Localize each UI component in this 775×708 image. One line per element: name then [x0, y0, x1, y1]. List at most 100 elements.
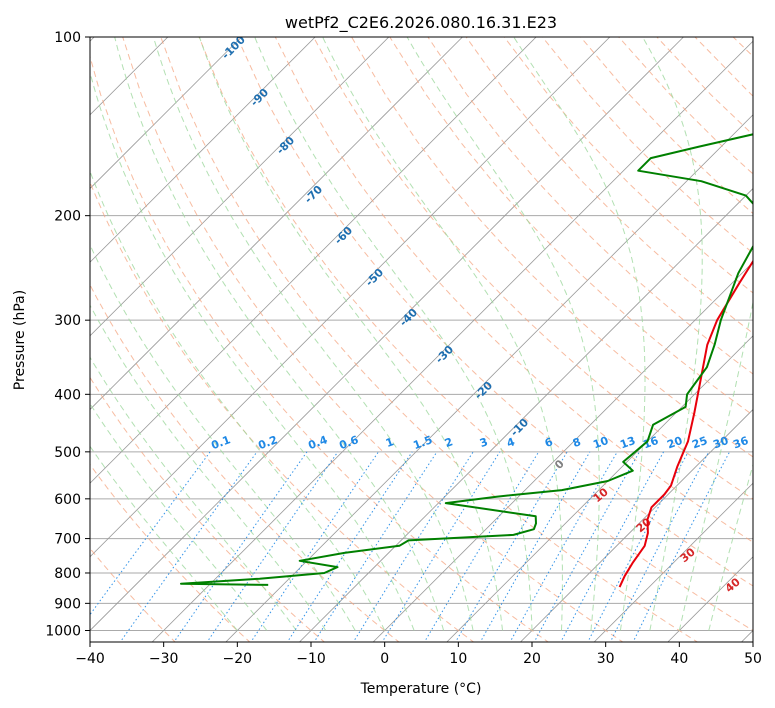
dry-adiabat-line — [198, 37, 753, 632]
isotherm-line — [90, 37, 537, 484]
mixing-ratio-line — [560, 451, 665, 642]
y-tick-label: 500 — [54, 445, 81, 461]
moist-adiabat-line — [90, 356, 297, 631]
moist-adiabat-line — [90, 70, 415, 631]
moist-adiabat-label: 10 — [591, 485, 611, 505]
x-tick-label: −30 — [149, 651, 179, 667]
isotherm-line — [90, 37, 684, 632]
isotherm-line — [90, 37, 463, 411]
isotherm-line — [225, 114, 753, 642]
mixing-ratio-label: 16 — [641, 434, 660, 452]
mixing-ratio-label: 10 — [591, 434, 610, 452]
mixing-ratio-line — [587, 451, 689, 642]
x-tick-label: 50 — [744, 651, 762, 667]
x-tick-label: 0 — [380, 651, 389, 667]
isotherm-label: -40 — [397, 306, 420, 329]
isotherm-label: -30 — [433, 343, 456, 366]
moist-adiabat-line — [90, 304, 327, 631]
moist-adiabat-line — [198, 37, 503, 631]
mixing-ratio-line — [250, 451, 379, 642]
x-tick-label: 30 — [597, 651, 615, 667]
mixing-ratio-label: 1.5 — [411, 433, 434, 452]
mixing-ratio-line — [173, 451, 308, 642]
moist-adiabat-line — [114, 37, 445, 631]
moist-adiabat-line — [322, 37, 563, 631]
mixing-ratio-line — [206, 451, 339, 642]
dry-adiabat-line — [771, 37, 775, 643]
plot-frame — [89, 36, 754, 643]
x-tick-label: −20 — [223, 651, 253, 667]
moist-adiabat-line — [90, 243, 356, 631]
isotherm-line — [90, 37, 316, 263]
isotherm-label-zero: 0 — [552, 457, 567, 472]
isotherm-label: -20 — [472, 379, 495, 402]
y-tick-label: 900 — [54, 596, 81, 612]
moist-adiabat-line — [678, 299, 753, 631]
mixing-ratio-labels: 0.1 0.2 0.4 0.6 1 1.5 2 3 4 6 8 10 13 16 20 25 30 36 — [209, 433, 750, 452]
mixing-ratio-label: 13 — [618, 434, 637, 451]
mixing-ratio-label: 8 — [571, 435, 583, 450]
dry-adiabat-line — [351, 37, 753, 458]
isotherm-line — [519, 408, 753, 642]
mixing-ratio-label: 1 — [384, 435, 396, 450]
y-tick-label: 400 — [54, 387, 81, 403]
mixing-ratio-line — [119, 451, 258, 642]
y-tick-label: 1000 — [45, 624, 81, 640]
dry-adiabat-line — [90, 463, 251, 642]
y-tick-label: 100 — [54, 30, 81, 46]
y-tick-label: 700 — [54, 532, 81, 548]
y-tick-label: 300 — [54, 313, 81, 329]
moist-adiabat-line — [90, 445, 238, 631]
dry-adiabat-line — [90, 376, 326, 642]
mixing-ratio-line — [352, 451, 474, 642]
background-lines — [90, 37, 775, 643]
mixing-ratio-label: 0.4 — [306, 433, 329, 452]
moist-adiabat-label: 40 — [723, 575, 743, 595]
dry-adiabat-line — [90, 181, 475, 642]
dry-adiabat-line — [313, 37, 753, 500]
isotherm-line — [372, 261, 753, 642]
mixing-ratio-label: 0.6 — [337, 433, 360, 452]
mixing-ratio-line — [509, 451, 618, 642]
moist-adiabat-line — [152, 37, 474, 631]
dry-adiabat-line — [90, 283, 400, 642]
isotherm-line — [90, 37, 242, 190]
mixing-ratio-line — [423, 451, 540, 642]
isotherm-line — [90, 37, 611, 558]
dry-adiabat-line — [160, 37, 699, 642]
x-tick-label: −10 — [296, 651, 326, 667]
isotherm-label: -70 — [302, 183, 325, 206]
isotherm-label: -60 — [332, 224, 355, 247]
y-axis-label: Pressure (hPa) — [12, 290, 28, 390]
mixing-ratio-line — [90, 451, 211, 616]
mixing-ratio-line — [286, 451, 413, 642]
dry-adiabat-line — [274, 37, 753, 543]
x-tick-label: −40 — [75, 651, 105, 667]
mixing-ratio-label: 30 — [711, 434, 730, 452]
dry-adiabat-line — [236, 37, 753, 587]
mixing-ratio-label: 0.1 — [209, 433, 232, 452]
moist-adiabat-line — [406, 37, 600, 631]
mixing-ratio-line — [533, 451, 640, 642]
mixing-ratio-label: 20 — [665, 434, 684, 452]
x-tick-label: 10 — [449, 651, 467, 667]
isotherm-line — [90, 37, 390, 337]
x-axis-ticks: −40 −30 −20 −10 0 10 20 30 40 50 — [75, 642, 762, 667]
y-axis-ticks: 100 200 300 400 500 600 700 800 900 1000 — [45, 30, 90, 640]
moist-adiabat-line — [642, 37, 703, 631]
isotherm-label: -50 — [363, 266, 386, 289]
mixing-ratio-line — [313, 451, 438, 642]
dry-adiabat-line — [122, 37, 624, 642]
isotherm-label: -80 — [274, 134, 297, 157]
moist-adiabat-line — [90, 402, 268, 631]
isotherm-line — [151, 40, 753, 642]
mixing-ratio-label: 0.2 — [256, 433, 279, 452]
isotherm-line — [593, 482, 753, 642]
isotherm-labels: -100-90-80-70-60-50-40-30-20-100 — [219, 37, 567, 472]
dry-adiabat-line — [503, 37, 753, 294]
mixing-ratio-label: 2 — [443, 435, 455, 450]
moist-adiabat-line — [90, 169, 386, 631]
profile-lines — [180, 133, 753, 588]
dewpoint-line — [180, 133, 753, 586]
